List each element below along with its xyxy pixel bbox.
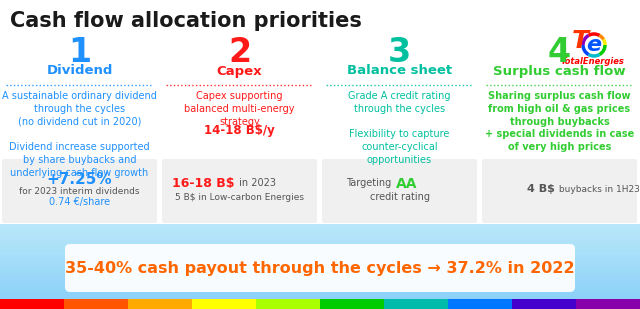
Text: TotalEnergies: TotalEnergies [561, 57, 625, 66]
FancyBboxPatch shape [322, 159, 477, 223]
Bar [192, 299, 256, 309]
Bar [512, 299, 576, 309]
FancyBboxPatch shape [2, 159, 157, 223]
Text: 2: 2 [228, 36, 251, 70]
FancyBboxPatch shape [162, 159, 317, 223]
Text: credit rating: credit rating [369, 192, 429, 202]
Text: +7.25%: +7.25% [47, 172, 112, 188]
Text: e: e [586, 35, 602, 55]
Text: 3: 3 [388, 36, 411, 70]
Bar [128, 299, 192, 309]
Text: 4: 4 [548, 36, 571, 70]
Text: Targeting: Targeting [346, 178, 394, 188]
Bar [256, 299, 320, 309]
Bar [448, 299, 512, 309]
Text: 16-18 B$: 16-18 B$ [172, 176, 234, 189]
Text: Capex: Capex [217, 65, 262, 78]
Text: AA: AA [396, 177, 417, 191]
Bar [0, 224, 640, 309]
Text: 0.74 €/share: 0.74 €/share [49, 197, 110, 207]
Bar [320, 299, 384, 309]
Text: Dividend: Dividend [46, 65, 113, 78]
Bar [64, 299, 128, 309]
Text: Surplus cash flow: Surplus cash flow [493, 65, 626, 78]
Text: Capex supporting
balanced multi-energy
strategy: Capex supporting balanced multi-energy s… [184, 91, 295, 127]
Bar [576, 299, 640, 309]
Text: Cash flow allocation priorities: Cash flow allocation priorities [10, 11, 362, 31]
FancyBboxPatch shape [65, 244, 575, 292]
Text: T: T [572, 29, 589, 53]
Text: 4 B$: 4 B$ [527, 184, 554, 194]
Text: 14-18 B$/y: 14-18 B$/y [204, 124, 275, 137]
Text: buybacks in 1H23: buybacks in 1H23 [556, 184, 639, 193]
Text: for 2023 interim dividends: for 2023 interim dividends [19, 187, 140, 196]
Text: Grade A credit rating
through the cycles

Flexibility to capture
counter-cyclica: Grade A credit rating through the cycles… [348, 91, 451, 165]
Bar [0, 299, 64, 309]
Bar [384, 299, 448, 309]
Text: 5 B$ in Low-carbon Energies: 5 B$ in Low-carbon Energies [175, 193, 304, 201]
Text: Sharing surplus cash flow
from high oil & gas prices
through buybacks
+ special : Sharing surplus cash flow from high oil … [485, 91, 634, 152]
Text: in 2023: in 2023 [236, 178, 275, 188]
Text: A sustainable ordinary dividend
through the cycles
(no dividend cut in 2020)

Di: A sustainable ordinary dividend through … [2, 91, 157, 178]
Text: Balance sheet: Balance sheet [347, 65, 452, 78]
Text: 1: 1 [68, 36, 91, 70]
FancyBboxPatch shape [482, 159, 637, 223]
Text: 35-40% cash payout through the cycles → 37.2% in 2022: 35-40% cash payout through the cycles → … [65, 260, 575, 276]
